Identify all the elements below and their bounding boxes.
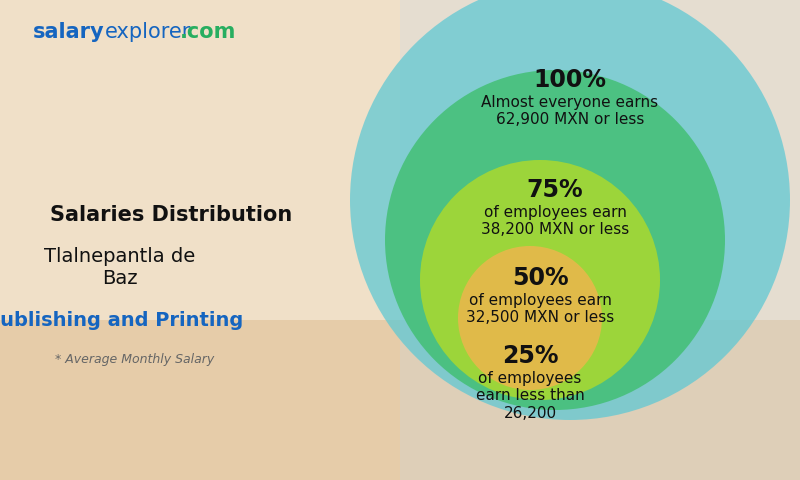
Circle shape bbox=[385, 70, 725, 410]
Circle shape bbox=[350, 0, 790, 420]
Text: * Average Monthly Salary: * Average Monthly Salary bbox=[55, 353, 214, 367]
Bar bbox=[400, 0, 800, 480]
Text: of employees: of employees bbox=[478, 371, 582, 385]
Text: earn less than: earn less than bbox=[476, 388, 584, 404]
Bar bbox=[0, 320, 800, 480]
Text: explorer: explorer bbox=[105, 22, 191, 42]
Text: of employees earn: of employees earn bbox=[483, 204, 626, 219]
Circle shape bbox=[420, 160, 660, 400]
Text: Publishing and Printing: Publishing and Printing bbox=[0, 311, 244, 329]
Text: .com: .com bbox=[180, 22, 236, 42]
Text: 38,200 MXN or less: 38,200 MXN or less bbox=[481, 223, 629, 238]
Text: 25%: 25% bbox=[502, 344, 558, 368]
Text: 62,900 MXN or less: 62,900 MXN or less bbox=[496, 112, 644, 128]
Text: 100%: 100% bbox=[534, 68, 606, 92]
Text: Tlalnepantla de
Baz: Tlalnepantla de Baz bbox=[44, 248, 196, 288]
Text: 50%: 50% bbox=[512, 266, 568, 290]
Text: 32,500 MXN or less: 32,500 MXN or less bbox=[466, 311, 614, 325]
Text: Salaries Distribution: Salaries Distribution bbox=[50, 205, 292, 225]
Circle shape bbox=[458, 246, 602, 390]
Text: 26,200: 26,200 bbox=[503, 407, 557, 421]
Text: Almost everyone earns: Almost everyone earns bbox=[482, 95, 658, 109]
Text: of employees earn: of employees earn bbox=[469, 292, 611, 308]
Text: salary: salary bbox=[34, 22, 105, 42]
Text: 75%: 75% bbox=[526, 178, 583, 202]
